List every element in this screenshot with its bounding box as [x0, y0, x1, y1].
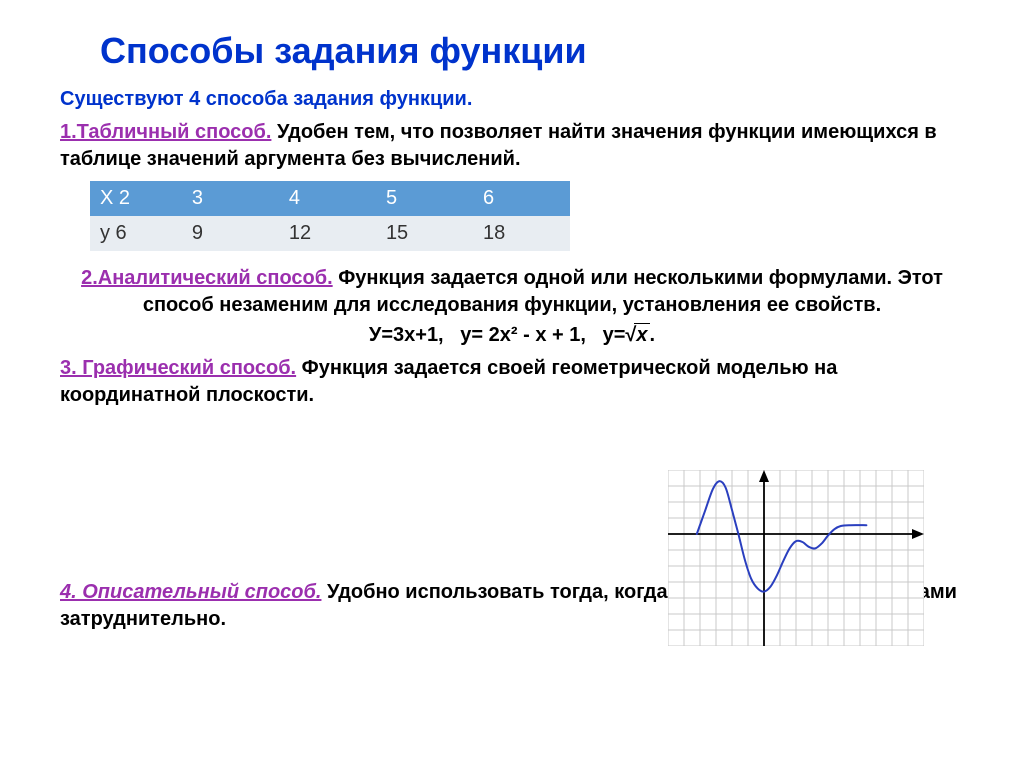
section-3-head: 3. Графический способ. [60, 357, 296, 379]
section-1: 1.Табличный способ. Удобен тем, что позв… [60, 119, 964, 173]
table-cell: 4 [279, 181, 376, 216]
formula-1: У=3х+1, [369, 324, 444, 346]
section-4-head: 4. Описательный способ. [60, 581, 321, 603]
formula-3: у=√x. [603, 324, 655, 346]
section-1-head: 1.Табличный способ. [60, 121, 271, 143]
section-2: 2.Аналитический способ. Функция задается… [60, 265, 964, 319]
table-cell: 15 [376, 216, 473, 251]
table-cell: 12 [279, 216, 376, 251]
table-data-row: y 6 9 12 15 18 [90, 216, 570, 251]
values-table: X 2 3 4 5 6 y 6 9 12 15 18 [90, 181, 570, 251]
section-2-head: 2.Аналитический способ. [81, 267, 333, 289]
table-cell: y 6 [90, 216, 182, 251]
formula-line: У=3х+1, у= 2х² - х + 1, у=√x. [60, 323, 964, 347]
table-cell: X 2 [90, 181, 182, 216]
table-cell: 3 [182, 181, 279, 216]
section-3: 3. Графический способ. Функция задается … [60, 355, 964, 409]
table-cell: 18 [473, 216, 570, 251]
page-title: Способы задания функции [60, 30, 964, 72]
table-cell: 6 [473, 181, 570, 216]
formula-2: у= 2х² - х + 1, [460, 324, 586, 346]
table-header-row: X 2 3 4 5 6 [90, 181, 570, 216]
table-cell: 5 [376, 181, 473, 216]
function-graph-svg [668, 470, 924, 646]
function-graph [668, 470, 924, 651]
intro-line: Существуют 4 способа задания функции. [60, 88, 964, 111]
table-cell: 9 [182, 216, 279, 251]
